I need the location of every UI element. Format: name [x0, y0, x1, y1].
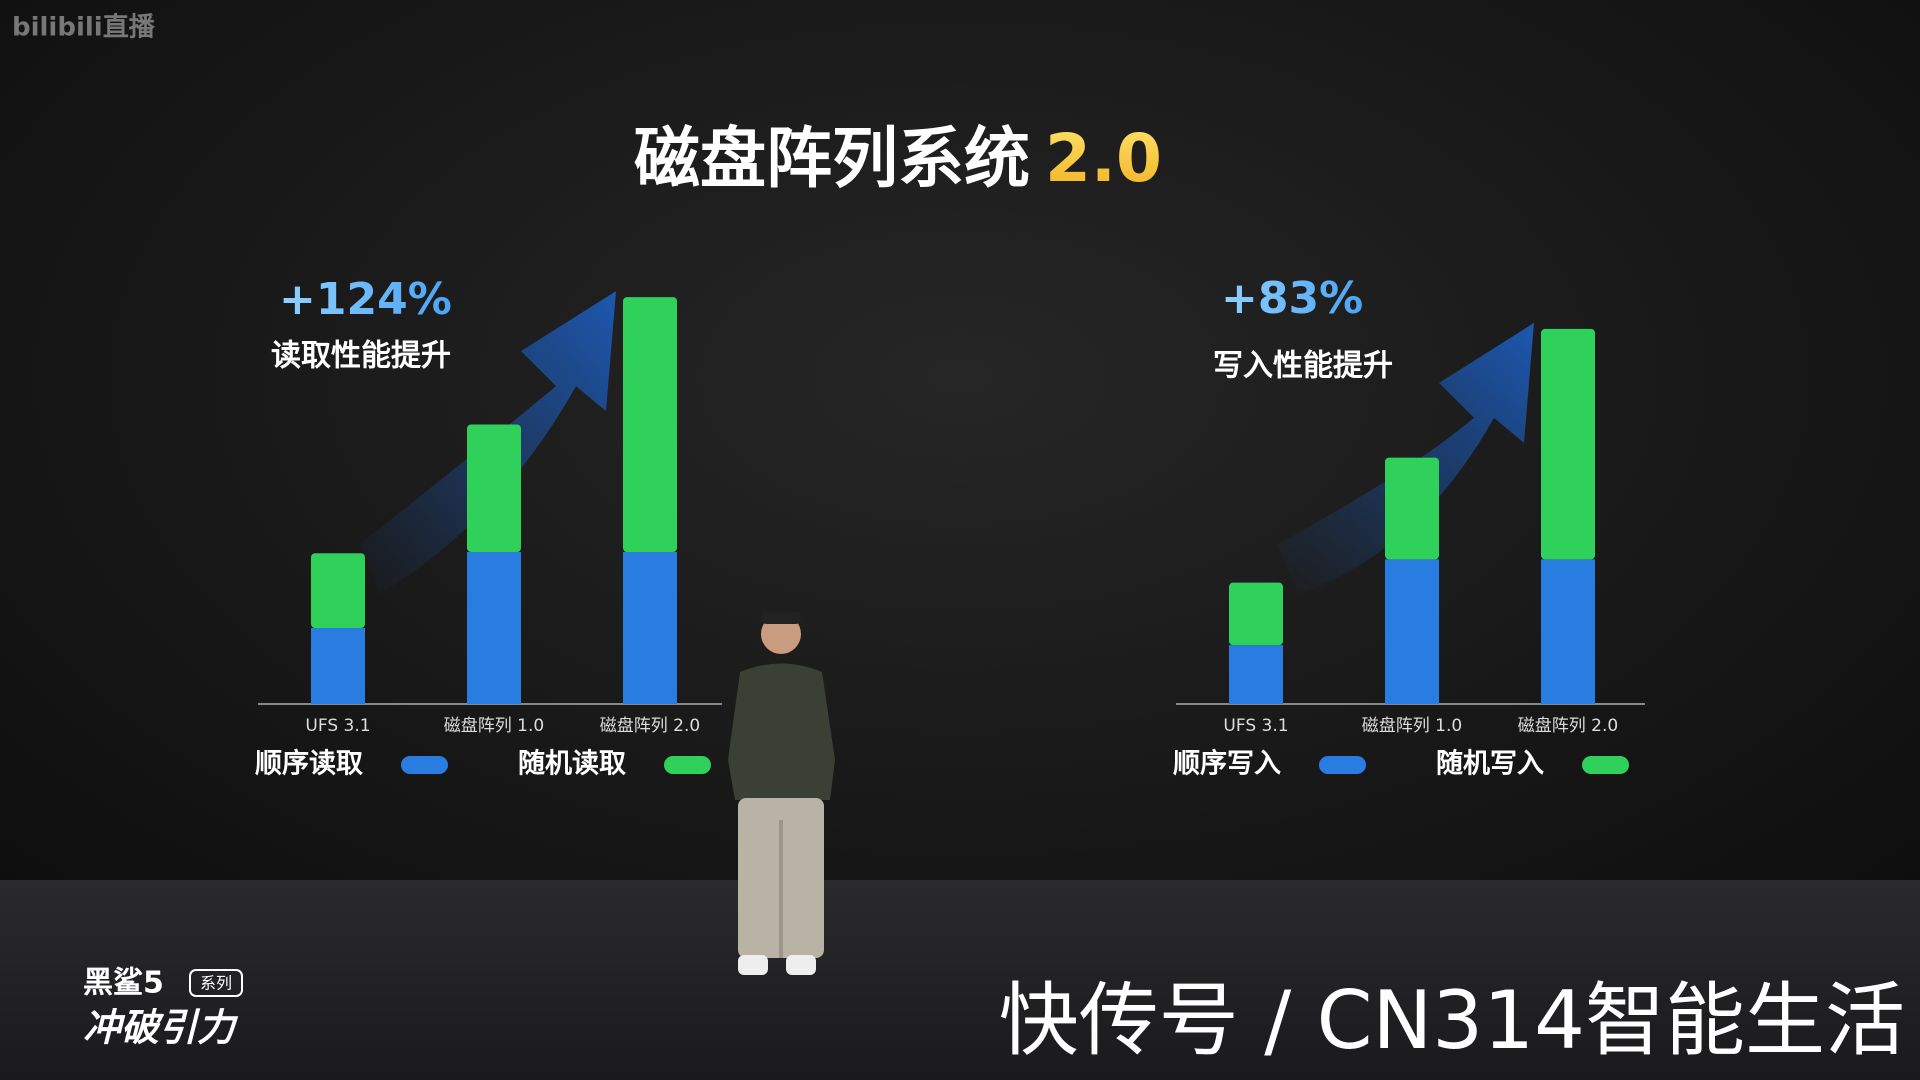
- x-tick-label: 磁盘阵列 2.0: [1518, 716, 1618, 736]
- bar-segment: [467, 552, 521, 704]
- trend-arrow: [1278, 322, 1534, 594]
- legend-swatch: [1582, 756, 1629, 774]
- legend-swatch: [664, 756, 711, 774]
- legend-swatch: [1319, 756, 1366, 774]
- watermark: 快传号 / CN314智能生活: [999, 974, 1905, 1067]
- bar-segment: [311, 628, 365, 704]
- legend-label: 随机写入: [1436, 749, 1544, 780]
- slide-title: 磁盘阵列系统: [634, 120, 1030, 197]
- legend-label: 顺序写入: [1173, 748, 1281, 780]
- bar-segment: [1385, 457, 1439, 560]
- legend-label: 随机读取: [518, 749, 626, 780]
- bar-segment: [1541, 328, 1595, 560]
- annotation-subtitle: 读取性能提升: [271, 339, 451, 374]
- annotation: +124%: [279, 274, 452, 325]
- x-tick-label: UFS 3.1: [1223, 716, 1288, 736]
- slide-version: 2.0: [1045, 120, 1162, 197]
- legend-label: 顺序读取: [255, 748, 363, 780]
- bar-segment: [467, 424, 521, 553]
- brand-tag: 系列: [200, 974, 232, 993]
- bar-segment: [1541, 559, 1595, 704]
- logo: bilibili直播: [12, 13, 156, 43]
- presenter: [728, 612, 835, 975]
- bar-segment: [623, 552, 677, 704]
- legend-swatch: [401, 756, 448, 774]
- bar-segment: [1385, 559, 1439, 704]
- stage-floor: [0, 880, 1920, 1080]
- annotation: +83%: [1221, 273, 1363, 324]
- x-tick-label: 磁盘阵列 1.0: [444, 716, 544, 736]
- bar-segment: [1229, 582, 1283, 646]
- brand-slogan: 冲破引力: [83, 1006, 239, 1050]
- x-tick-label: 磁盘阵列 1.0: [1362, 716, 1462, 736]
- bar-segment: [1229, 645, 1283, 704]
- brand-name: 黑鲨5: [83, 966, 164, 1001]
- brand-tag-box: [189, 969, 243, 997]
- bar-segment: [623, 297, 677, 553]
- bar-segment: [311, 553, 365, 629]
- annotation-subtitle: 写入性能提升: [1213, 349, 1393, 384]
- x-tick-label: 磁盘阵列 2.0: [600, 716, 700, 736]
- x-tick-label: UFS 3.1: [305, 716, 370, 736]
